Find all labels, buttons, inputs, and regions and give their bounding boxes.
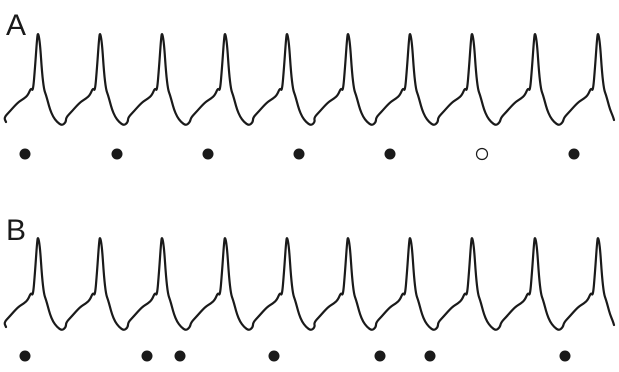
panel-b-marker-filled: [19, 350, 31, 362]
panel-b-marker-filled: [424, 350, 436, 362]
panel-b-trace: [3, 237, 616, 331]
panel-a-marker-filled: [202, 148, 214, 160]
panel-b-marker-filled: [374, 350, 386, 362]
panel-b-markers: [19, 350, 571, 362]
panel-a-marker-filled: [384, 148, 396, 160]
panel-b-label: B: [6, 214, 26, 247]
panel-b-marker-filled: [268, 350, 280, 362]
panel-a-marker-filled: [568, 148, 580, 160]
panel-a-label: A: [6, 9, 26, 42]
panel-a-marker-filled: [19, 148, 31, 160]
panel-a-markers: [19, 147, 580, 161]
panel-a-trace: [3, 33, 616, 126]
panel-a: A: [3, 9, 616, 161]
panel-b-marker-filled: [141, 350, 153, 362]
panel-a-marker-filled: [111, 148, 123, 160]
panel-b-marker-filled: [559, 350, 571, 362]
panel-b-marker-filled: [174, 350, 186, 362]
panel-b: B: [3, 214, 616, 362]
panel-a-marker-filled: [293, 148, 305, 160]
panel-a-marker-open: [475, 147, 489, 161]
